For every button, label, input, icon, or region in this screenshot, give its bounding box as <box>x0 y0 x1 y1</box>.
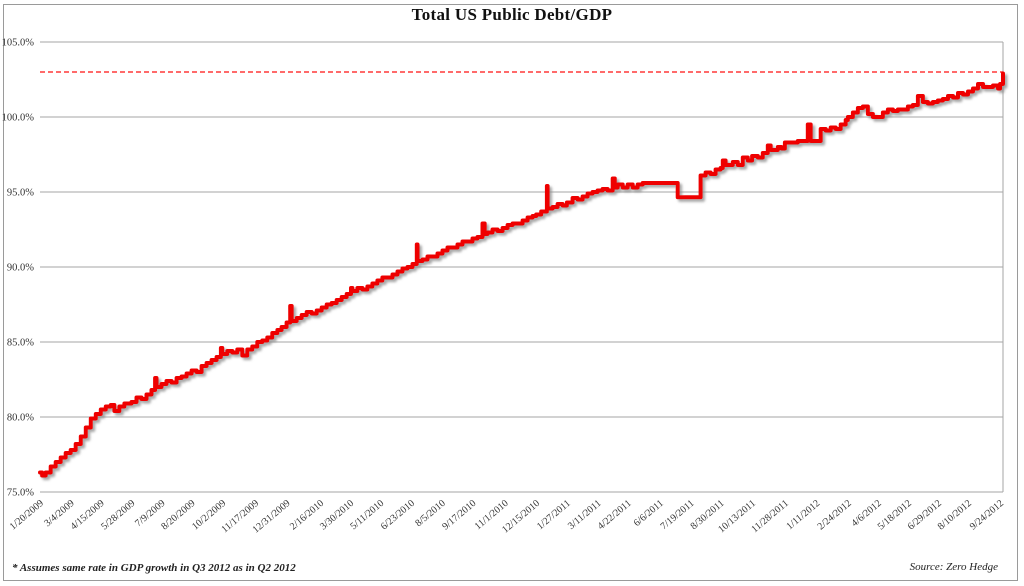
chart-footnote: * Assumes same rate in GDP growth in Q3 … <box>12 562 296 574</box>
x-tick-label: 9/17/2010 <box>440 498 478 532</box>
x-tick-label: 5/28/2009 <box>99 498 137 532</box>
x-tick-label: 9/24/2012 <box>968 498 1006 532</box>
x-tick-label: 2/24/2012 <box>816 498 854 532</box>
y-tick-label: 75.0% <box>7 488 34 499</box>
y-tick-label: 90.0% <box>7 263 34 274</box>
x-tick-label: 1/27/2011 <box>535 498 573 532</box>
y-tick-label: 100.0% <box>2 113 35 124</box>
chart-title: Total US Public Debt/GDP <box>411 5 613 24</box>
x-tick-label: 4/22/2011 <box>596 498 634 532</box>
y-tick-label: 80.0% <box>7 413 34 424</box>
x-tick-label: 1/11/2012 <box>784 498 822 532</box>
x-tick-label: 8/10/2012 <box>936 498 974 532</box>
x-tick-label: 11/28/2011 <box>749 498 790 535</box>
y-tick-label: 105.0% <box>2 38 35 49</box>
chart-source: Source: Zero Hedge <box>909 561 998 573</box>
debt-gdp-series-line <box>38 71 1005 478</box>
x-tick-label: 6/23/2010 <box>379 498 417 532</box>
x-tick-label: 1/20/2009 <box>8 498 46 532</box>
y-tick-label: 95.0% <box>7 188 34 199</box>
y-tick-label: 85.0% <box>7 338 34 349</box>
